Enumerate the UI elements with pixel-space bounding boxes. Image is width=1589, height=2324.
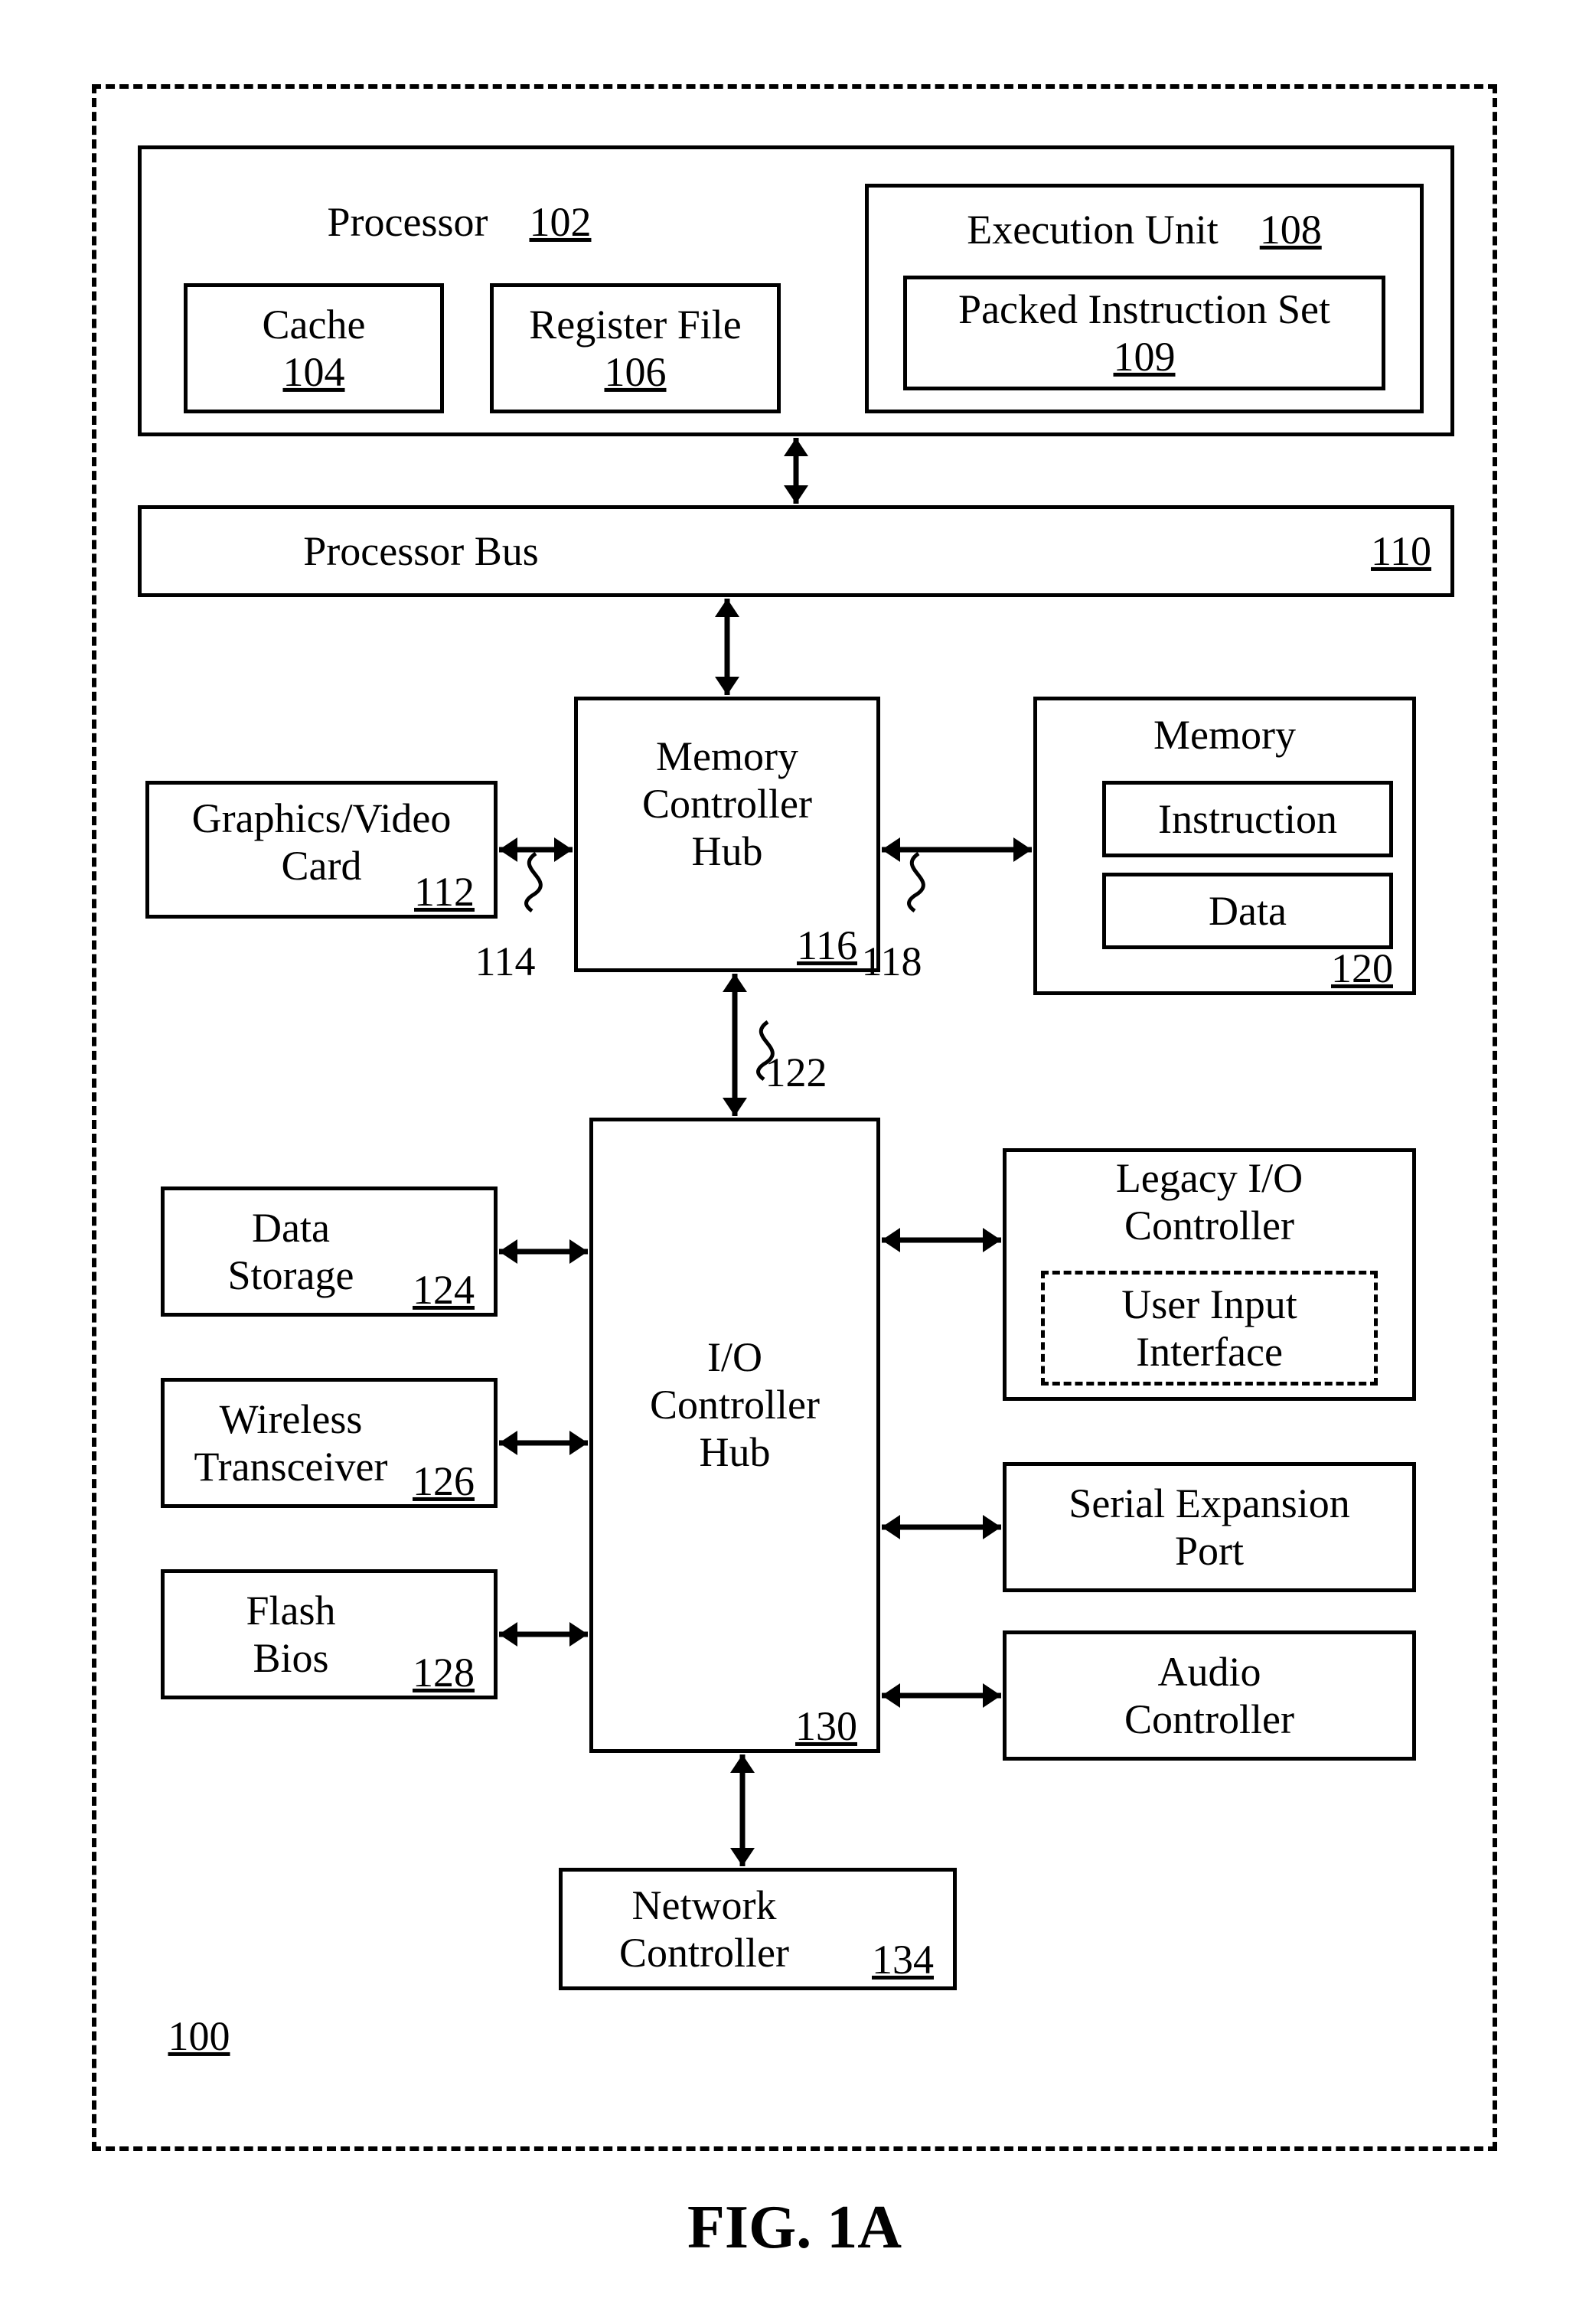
memory-ref: 120 bbox=[1331, 945, 1393, 992]
processor-bus-ref: 110 bbox=[1371, 527, 1431, 575]
flash-bios-ref: 128 bbox=[413, 1649, 475, 1696]
outer-ref: 100 bbox=[168, 2012, 230, 2060]
memory-label: Memory bbox=[1153, 711, 1296, 759]
graphics-video-card-ref: 112 bbox=[414, 868, 475, 916]
cache-label: Cache104 bbox=[263, 301, 366, 396]
memory-controller-hub-ref: 116 bbox=[797, 922, 857, 969]
network-controller-ref: 134 bbox=[872, 1936, 934, 1983]
processor-bus-text: Processor Bus bbox=[303, 527, 539, 575]
serial-expansion-port-label: Serial Expansion Port bbox=[1069, 1480, 1349, 1575]
execution-unit-label: Execution Unit 108 bbox=[967, 206, 1321, 253]
figure-label: FIG. 1A bbox=[687, 2192, 902, 2263]
register-file-label: Register File106 bbox=[529, 301, 741, 396]
processor-label: Processor 102 bbox=[328, 198, 592, 246]
graphics-video-card-label: Graphics/Video Card bbox=[192, 795, 452, 889]
flash-bios-label: Flash Bios bbox=[246, 1587, 335, 1682]
sq-114-label: 114 bbox=[475, 938, 536, 985]
io-controller-hub-ref: 130 bbox=[795, 1702, 857, 1750]
sq-118-label: 118 bbox=[862, 938, 922, 985]
user-input-interface-label: User Input Interface bbox=[1121, 1281, 1297, 1376]
memory-data-label: Data bbox=[1209, 887, 1287, 935]
memory-instruction-label: Instruction bbox=[1158, 795, 1337, 843]
data-storage-label: Data Storage bbox=[228, 1204, 354, 1299]
io-controller-hub-label: I/O Controller Hub bbox=[650, 1333, 820, 1476]
legacy-io-controller-label: Legacy I/O Controller bbox=[1116, 1154, 1303, 1249]
packed-instruction-set-label: Packed Instruction Set109 bbox=[958, 286, 1330, 380]
data-storage-ref: 124 bbox=[413, 1266, 475, 1314]
wireless-transceiver-ref: 126 bbox=[413, 1457, 475, 1505]
sq-122-label: 122 bbox=[765, 1049, 827, 1096]
audio-controller-label: Audio Controller bbox=[1124, 1648, 1294, 1743]
network-controller-label: Network Controller bbox=[619, 1882, 789, 1976]
wireless-transceiver-label: Wireless Transceiver bbox=[194, 1395, 388, 1490]
memory-controller-hub-label: Memory Controller Hub bbox=[642, 733, 812, 875]
